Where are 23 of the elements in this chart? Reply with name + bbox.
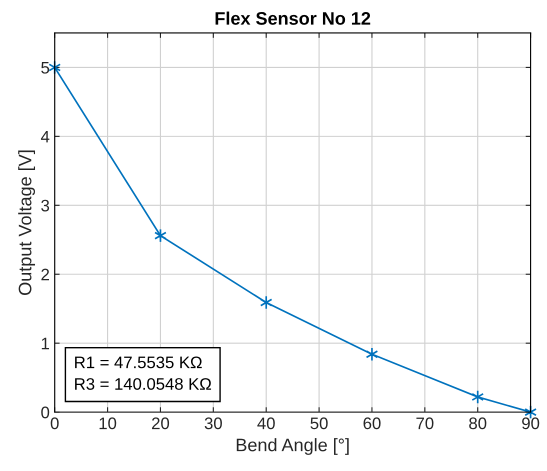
x-tick-label: 10 xyxy=(100,417,116,430)
x-tick-label: 70 xyxy=(416,417,434,430)
y-axis-title: Output Voltage [V] xyxy=(18,150,36,295)
x-tick-label: 0 xyxy=(50,417,59,430)
y-tick-label: 1 xyxy=(42,338,50,350)
point xyxy=(154,228,167,243)
annotation: R1 = 47.5535 KΩ xyxy=(75,356,202,368)
annotation: R3 = 140.0548 KΩ xyxy=(75,378,212,390)
y-tick-label: 0 xyxy=(41,406,50,418)
x-tick-label: 20 xyxy=(152,417,170,430)
x-tick-label: 40 xyxy=(257,417,275,430)
point xyxy=(366,347,378,362)
y-tick-label: 3 xyxy=(41,200,50,212)
x-axis-title: Bend Angle [°] xyxy=(236,438,349,455)
x-tick-label: 30 xyxy=(204,417,222,430)
x-tick-label: 50 xyxy=(310,417,328,430)
x-tick-label: 90 xyxy=(522,417,540,430)
x-tick-label: 60 xyxy=(364,417,381,430)
y-tick-label: 5 xyxy=(41,62,50,74)
y-tick-label: 2 xyxy=(41,268,50,280)
y-tick-label: 4 xyxy=(40,130,50,142)
x-tick-label: 80 xyxy=(469,417,486,430)
chart-title: Flex Sensor No 12 xyxy=(216,12,370,25)
